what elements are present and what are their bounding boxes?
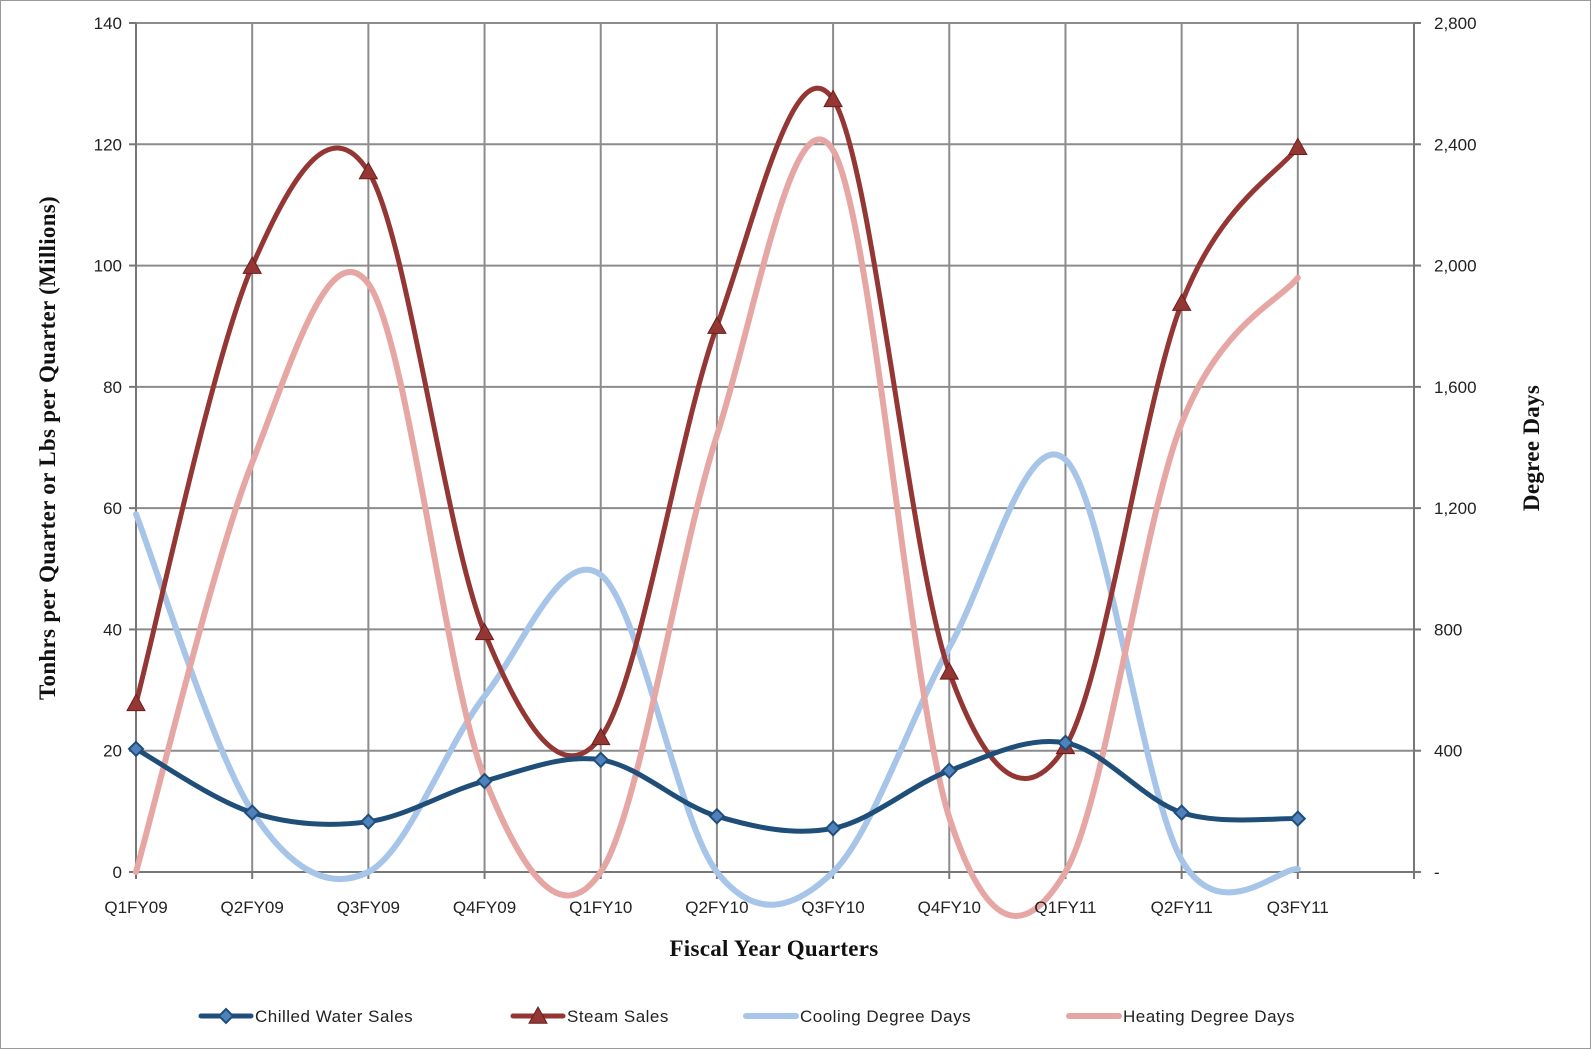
- x-tick-label: Q2FY09: [221, 898, 284, 917]
- point-chilled-water-sales: [127, 740, 145, 758]
- x-tick-label: Q4FY10: [918, 898, 981, 917]
- legend-label: Heating Degree Days: [1123, 1007, 1295, 1026]
- point-chilled-water-sales: [940, 762, 958, 780]
- tick-labels: 0 20 40 60 80 100 120 140 - 400 800 1,200 1,600 2,000…: [94, 14, 1477, 917]
- legend-label: Chilled Water Sales: [255, 1007, 413, 1026]
- y-left-tick-label: 40: [103, 620, 122, 639]
- y-left-tick-label: 20: [103, 742, 122, 761]
- point-steam-sales: [358, 161, 379, 180]
- x-tick-label: Q2FY11: [1151, 898, 1213, 917]
- legend-label: Cooling Degree Days: [800, 1007, 971, 1026]
- x-tick-label: Q3FY10: [801, 898, 864, 917]
- x-tick-label: Q3FY11: [1267, 898, 1329, 917]
- legend: Chilled Water Sales Steam Sales Cooling De…: [198, 1005, 1295, 1026]
- y-axis-right-title: Degree Days: [1519, 385, 1544, 511]
- point-chilled-water-sales: [243, 804, 261, 821]
- legend-label: Steam Sales: [567, 1007, 669, 1026]
- grid: [136, 22, 1414, 873]
- y-axis-left-title: Tonhrs per Quarter or Lbs per Quarter (M…: [35, 196, 60, 700]
- y-left-tick-label: 140: [94, 14, 122, 33]
- point-steam-sales: [939, 661, 960, 680]
- series-line-heating-degree-days: [133, 136, 1301, 919]
- axes: [129, 22, 1421, 879]
- point-chilled-water-sales: [1057, 734, 1074, 752]
- x-tick-label: Q4FY09: [453, 898, 516, 917]
- y-left-tick-label: 80: [103, 378, 122, 397]
- point-chilled-water-sales: [824, 819, 842, 837]
- y-right-tick-label: 800: [1434, 620, 1462, 639]
- y-right-tick-label: 2,400: [1434, 135, 1477, 154]
- point-chilled-water-sales: [359, 813, 377, 831]
- point-steam-sales: [590, 727, 611, 746]
- point-chilled-water-sales: [1173, 804, 1191, 821]
- x-axis-title: Fiscal Year Quarters: [669, 936, 878, 961]
- point-steam-sales: [707, 316, 727, 334]
- legend-item-steam-sales: Steam Sales: [510, 1005, 669, 1026]
- point-steam-sales: [1171, 293, 1192, 311]
- legend-item-cooling-degree-days: Cooling Degree Days: [743, 1007, 971, 1026]
- point-steam-sales: [242, 256, 263, 274]
- point-steam-sales: [126, 693, 146, 712]
- y-right-tick-label: 1,600: [1434, 378, 1477, 397]
- y-right-tick-label: 2,800: [1434, 14, 1477, 33]
- point-chilled-water-sales: [1289, 810, 1307, 828]
- y-right-tick-label: 400: [1434, 742, 1462, 761]
- point-chilled-water-sales: [708, 807, 726, 825]
- legend-marker: [217, 1007, 235, 1025]
- x-tick-label: Q1FY10: [569, 898, 632, 917]
- y-left-tick-label: 100: [94, 257, 122, 276]
- legend-item-heating-degree-days: Heating Degree Days: [1066, 1007, 1295, 1026]
- point-steam-sales: [1287, 137, 1308, 156]
- y-right-tick-label: -: [1434, 863, 1440, 882]
- point-chilled-water-sales: [476, 772, 493, 790]
- y-right-tick-label: 2,000: [1434, 257, 1477, 276]
- series-line-cooling-degree-days: [133, 451, 1301, 908]
- point-steam-sales: [823, 89, 843, 108]
- y-left-tick-label: 120: [94, 135, 122, 154]
- legend-marker: [528, 1005, 548, 1024]
- y-left-tick-label: 60: [103, 499, 122, 518]
- point-chilled-water-sales: [592, 751, 610, 769]
- x-tick-label: Q1FY11: [1034, 898, 1096, 917]
- x-tick-label: Q3FY09: [337, 898, 400, 917]
- legend-item-chilled-water-sales: Chilled Water Sales: [198, 1007, 413, 1026]
- x-tick-label: Q2FY10: [685, 898, 748, 917]
- y-left-tick-label: 0: [113, 863, 122, 882]
- markers: [126, 89, 1308, 837]
- y-right-tick-label: 1,200: [1434, 499, 1477, 518]
- point-steam-sales: [474, 622, 495, 641]
- x-tick-label: Q1FY09: [104, 898, 167, 917]
